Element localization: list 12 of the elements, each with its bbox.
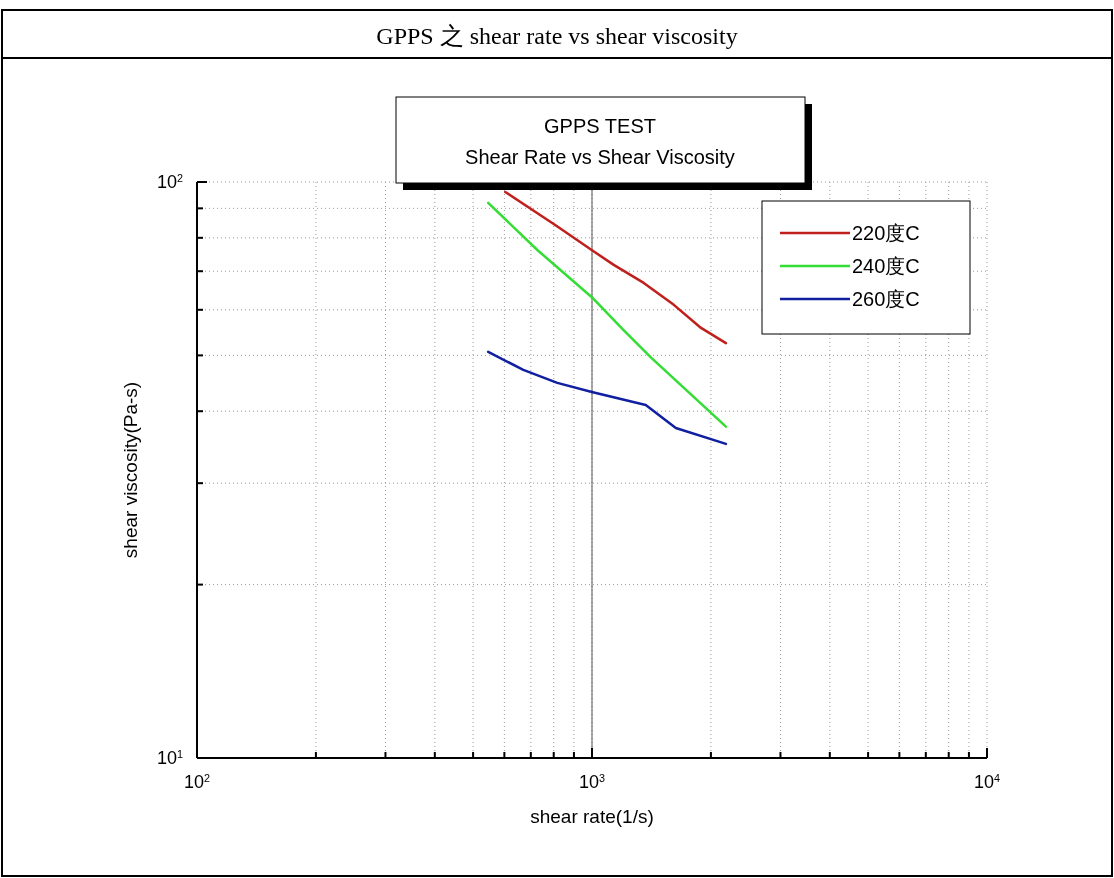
x-tick-label: 10$^{2}$ [183, 772, 211, 792]
x-tick-label: 10$^{4}$ [973, 772, 1001, 792]
text: Shear Rate vs Shear Viscosity [465, 146, 735, 168]
legend-label: 220度C [852, 222, 920, 244]
y-tick-label: 10$^{1}$ [156, 748, 183, 768]
x-tick-label: 10$^{3}$ [578, 772, 606, 792]
y-axis-title: shear viscosity(Pa-s) [120, 381, 141, 559]
legend-label: 240度C [852, 255, 920, 277]
chart-title: GPPS 之 shear rate vs shear viscosity [376, 23, 738, 49]
chart-subtitle: GPPS TEST [544, 115, 656, 137]
x-axis-title: shear rate(1/s) [530, 806, 654, 827]
legend-label: 260度C [852, 288, 920, 310]
